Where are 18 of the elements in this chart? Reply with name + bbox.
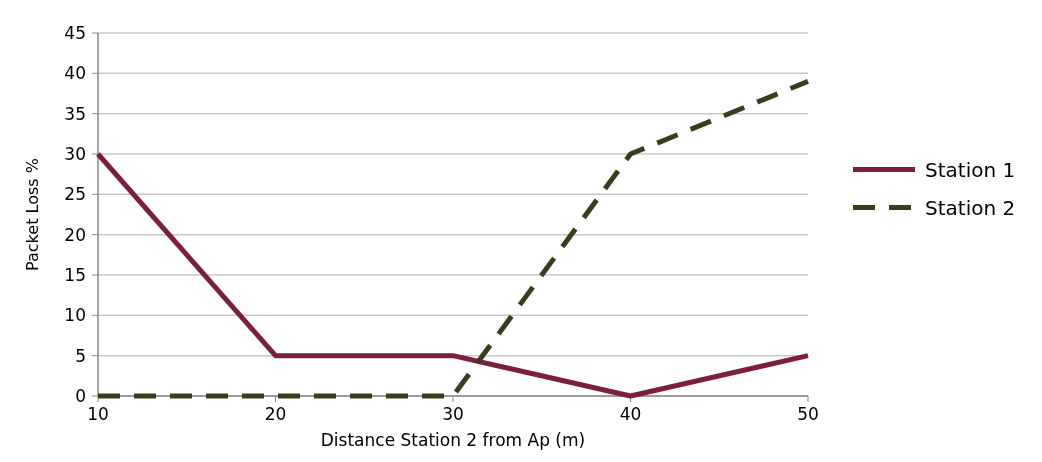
x-tick-label: 40 — [619, 404, 642, 424]
x-tick-label: 20 — [264, 404, 287, 424]
y-tick-label: 45 — [64, 22, 86, 43]
y-tick-label: 25 — [64, 184, 86, 205]
x-axis-title: Distance Station 2 from Ap (m) — [320, 430, 586, 450]
y-tick-label: 10 — [64, 305, 86, 326]
y-tick-label: 15 — [64, 264, 86, 285]
x-tick-label: 50 — [797, 404, 819, 424]
legend-label: Station 1 — [925, 157, 1016, 182]
y-tick-label: 5 — [75, 345, 86, 366]
y-tick-label: 40 — [64, 63, 86, 84]
y-tick-label: 35 — [64, 103, 86, 124]
x-tick-label: 30 — [442, 404, 464, 424]
y-tick-label: 20 — [64, 224, 86, 245]
y-axis-title: Packet Loss % — [23, 158, 42, 271]
legend-label: Station 2 — [925, 195, 1016, 220]
y-tick-label: 0 — [75, 385, 86, 406]
y-tick-label: 30 — [64, 143, 86, 164]
